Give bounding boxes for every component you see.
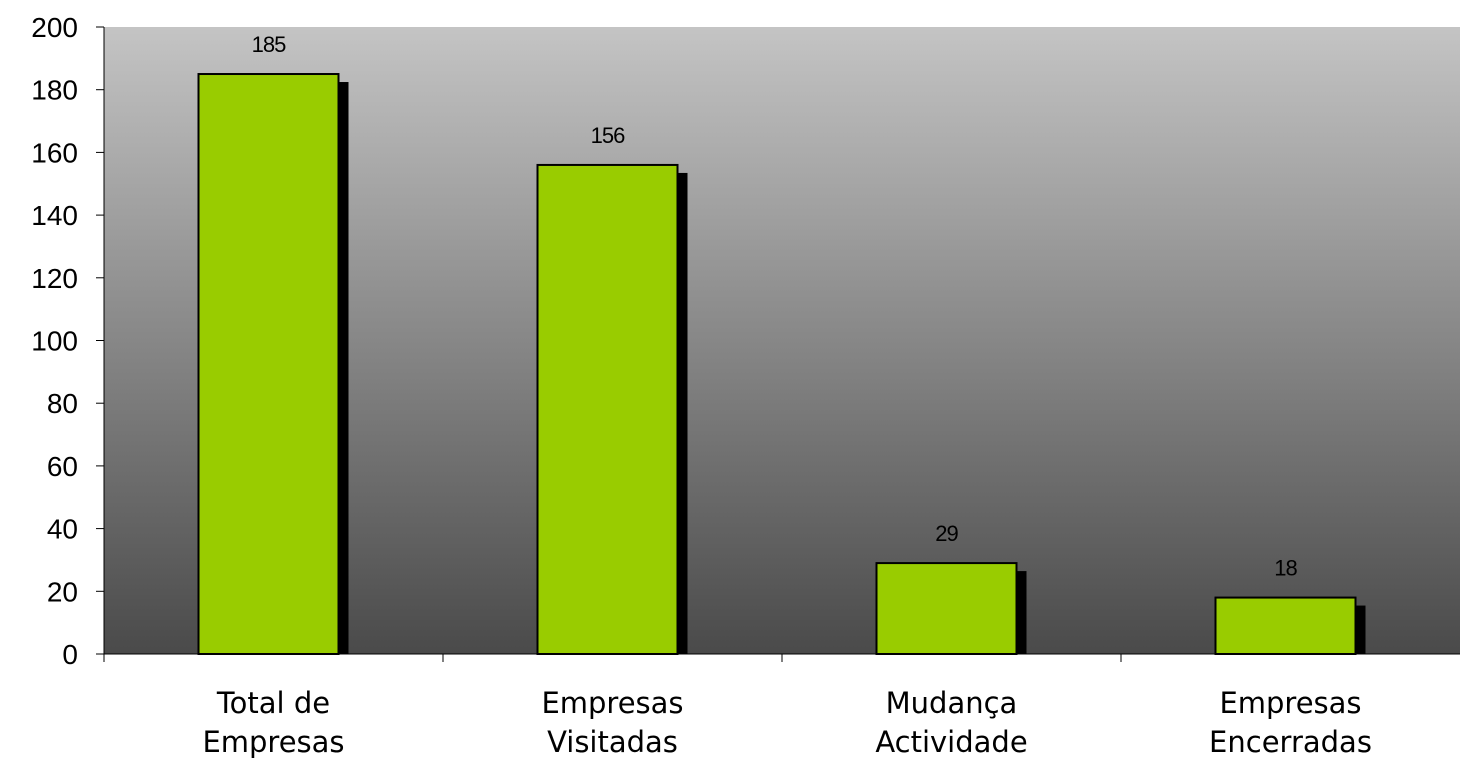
y-axis: 0 20 40 60 80 100 120 140 160 180 200 (31, 12, 105, 670)
x-category-label: Mudança Actividade (875, 686, 1027, 759)
x-category-label: Empresas Visitadas (541, 686, 683, 759)
bar (197, 73, 340, 655)
bar-data-label: 156 (591, 123, 625, 148)
data-labels-group: 185 156 29 18 (252, 32, 1299, 581)
y-tick-label: 120 (31, 263, 78, 294)
x-category-label: Total de Empresas (202, 686, 344, 759)
y-tick-label: 0 (62, 639, 78, 670)
x-category-label: Empresas Encerradas (1209, 686, 1372, 759)
y-tick-label: 100 (31, 326, 78, 357)
y-tick-label: 80 (47, 388, 78, 419)
y-tick-label: 140 (31, 200, 78, 231)
y-tick-label: 180 (31, 75, 78, 106)
x-axis: Total de Empresas Empresas Visitadas Mudança… (96, 653, 1460, 759)
bar-data-label: 18 (1274, 556, 1297, 581)
bar-data-label: 29 (935, 521, 958, 546)
y-tick-label: 40 (47, 514, 78, 545)
bar (536, 163, 679, 655)
bars-group (197, 73, 1366, 656)
bar-data-label: 185 (252, 32, 286, 57)
y-tick-label: 200 (31, 12, 78, 43)
y-tick-label: 20 (47, 576, 78, 607)
bar (875, 562, 1018, 656)
bar (1214, 596, 1357, 656)
y-tick-label: 160 (31, 137, 78, 168)
y-tick-label: 60 (47, 451, 78, 482)
